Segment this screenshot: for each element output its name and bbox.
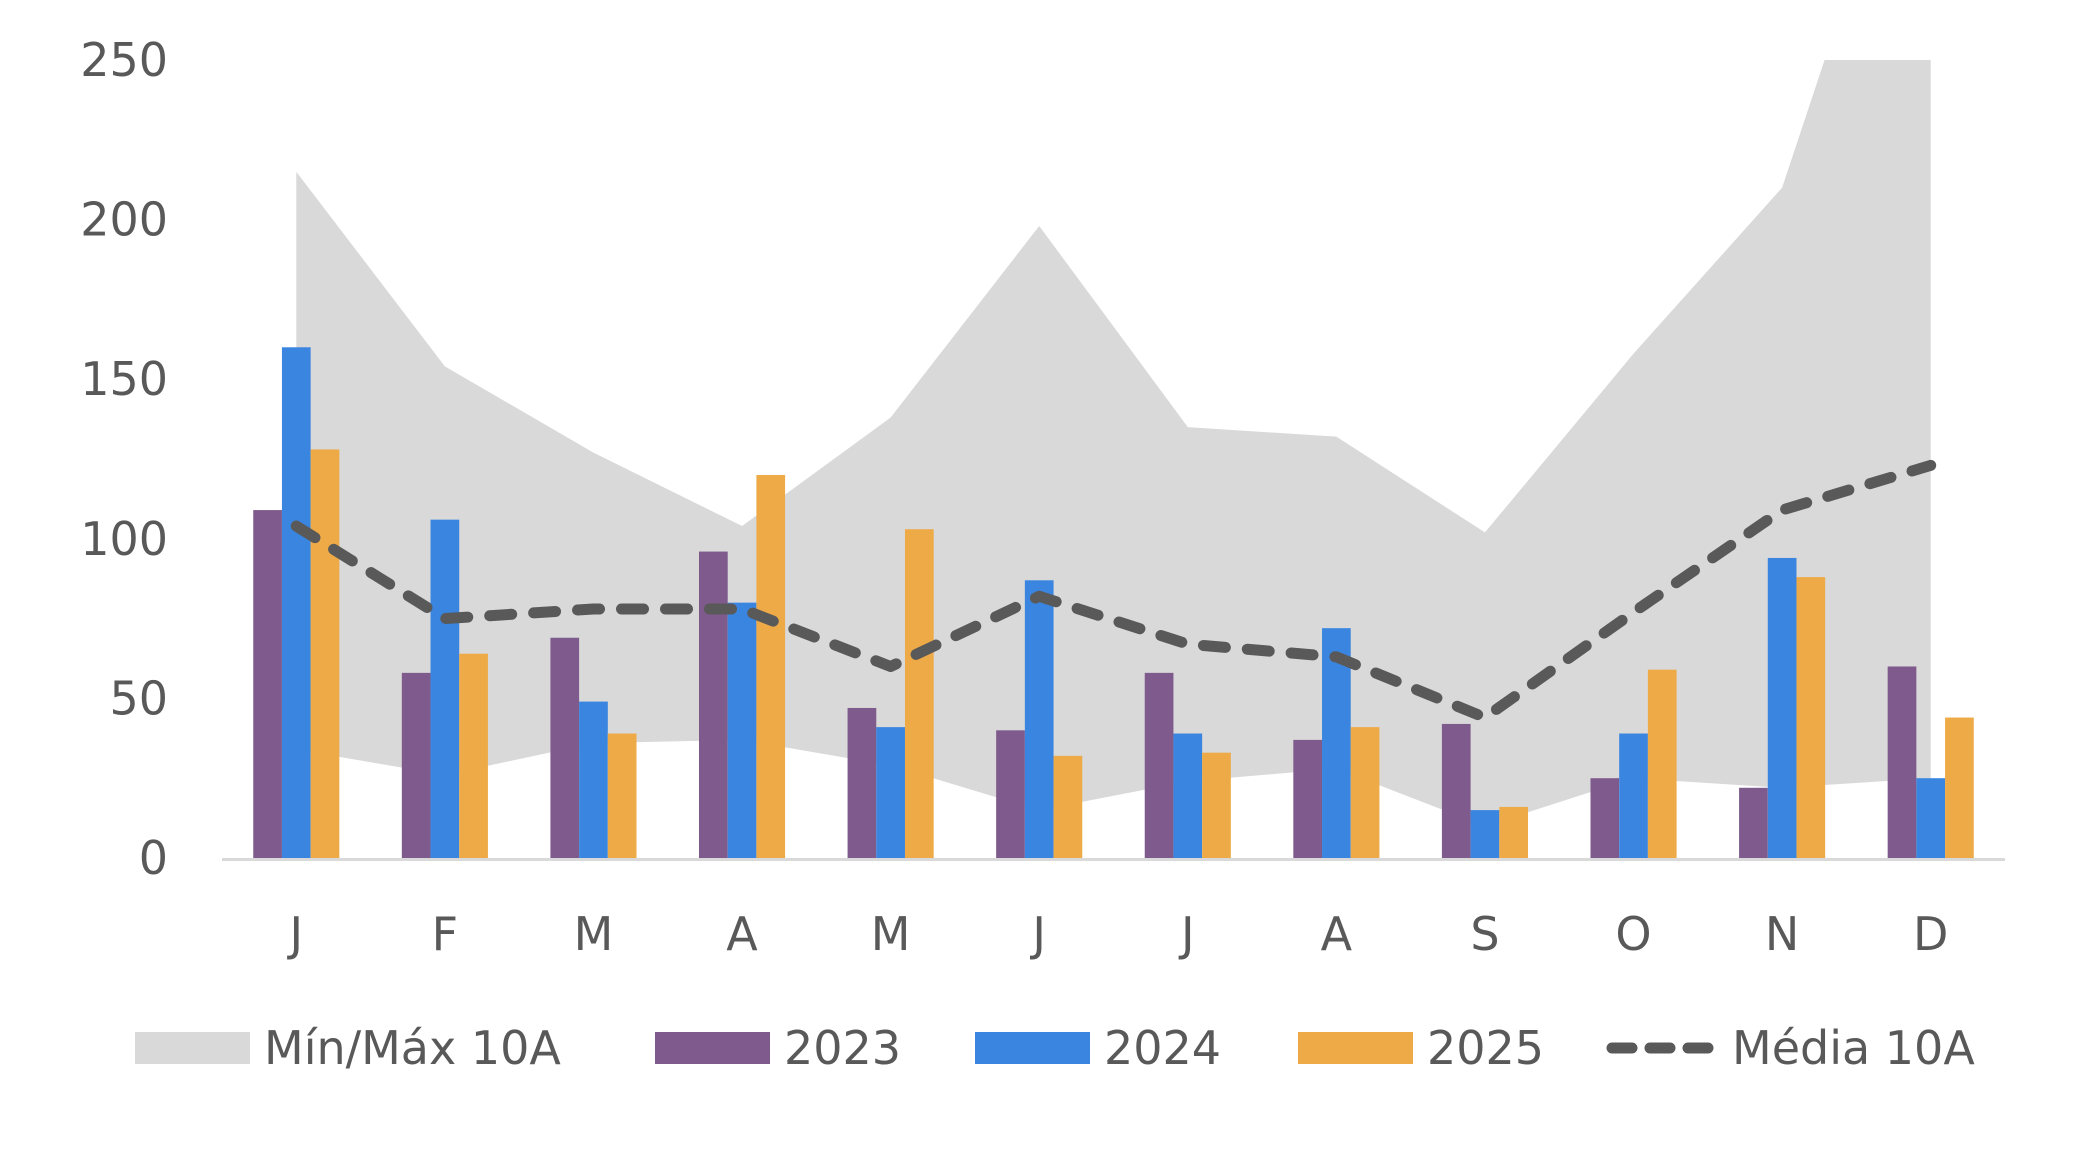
x-tick-label: A — [1321, 907, 1353, 961]
bar-2025-11 — [1945, 717, 1974, 858]
legend-swatch-2024 — [975, 1032, 1090, 1064]
bar-2024-6 — [1173, 733, 1203, 858]
bar-2023-7 — [1293, 739, 1323, 858]
legend-item-2023: 2023 — [655, 1018, 901, 1078]
x-tick-label: S — [1470, 907, 1499, 961]
legend-item-band: Mín/Máx 10A — [135, 1018, 561, 1078]
mean-line — [290, 459, 1937, 724]
chart: 0 50 100 150 200 250 J F M A M J J A S O N D — [80, 33, 2005, 961]
bar-2024-0 — [281, 347, 311, 858]
y-tick-label: 250 — [80, 33, 168, 87]
bar-2023-11 — [1887, 666, 1917, 858]
x-tick-label: A — [726, 907, 758, 961]
bar-2025-5 — [1053, 755, 1083, 858]
legend-label-2025: 2025 — [1427, 1021, 1545, 1075]
x-tick-label: D — [1913, 907, 1948, 961]
bar-2025-2 — [607, 733, 637, 858]
bar-2024-5 — [1024, 580, 1054, 858]
bar-2025-7 — [1350, 727, 1380, 858]
x-tick-label: F — [432, 907, 458, 961]
bar-2024-1 — [430, 519, 460, 858]
bar-2023-5 — [996, 730, 1025, 858]
bar-2024-3 — [727, 602, 757, 858]
legend-swatch-2025 — [1298, 1032, 1413, 1064]
bar-2025-4 — [904, 529, 934, 858]
bar-2025-8 — [1499, 806, 1529, 858]
bar-2023-4 — [847, 707, 877, 858]
x-tick-label: J — [1029, 907, 1046, 961]
y-tick-label: 150 — [80, 352, 168, 406]
bar-2025-0 — [310, 449, 340, 858]
bar-2023-2 — [550, 637, 580, 858]
bar-2025-6 — [1202, 752, 1231, 858]
bar-2023-0 — [253, 510, 282, 858]
legend-swatch-band — [135, 1032, 250, 1064]
bar-2024-4 — [876, 727, 905, 858]
x-tick-label: N — [1765, 907, 1799, 961]
y-tick-label: 0 — [139, 831, 168, 885]
y-tick-label: 50 — [109, 671, 168, 725]
legend-swatch-2023 — [655, 1032, 770, 1064]
legend-label-band: Mín/Máx 10A — [264, 1021, 561, 1075]
bar-2025-10 — [1796, 577, 1826, 858]
bar-2023-1 — [401, 672, 431, 858]
legend-item-2024: 2024 — [975, 1018, 1221, 1078]
bar-2023-10 — [1739, 787, 1768, 858]
legend: Mín/Máx 10A 2023 2024 2025 Média 10A — [0, 1018, 2078, 1078]
legend-swatch-mean — [1606, 1042, 1718, 1054]
bar-2023-6 — [1144, 672, 1174, 858]
legend-label-2024: 2024 — [1104, 1021, 1222, 1075]
legend-item-mean: Média 10A — [1606, 1018, 1975, 1078]
min-max-band — [296, 60, 1931, 827]
bar-2025-3 — [756, 474, 786, 858]
legend-item-2025: 2025 — [1298, 1018, 1544, 1078]
bar-2023-8 — [1441, 723, 1471, 858]
bar-2023-3 — [698, 551, 728, 858]
bar-2023-9 — [1590, 778, 1620, 858]
x-tick-label: O — [1615, 907, 1651, 961]
legend-label-mean: Média 10A — [1732, 1021, 1975, 1075]
x-tick-label: J — [287, 907, 304, 961]
x-tick-label: J — [1178, 907, 1195, 961]
bar-2025-9 — [1647, 669, 1677, 858]
bar-2024-9 — [1619, 733, 1648, 858]
y-tick-label: 200 — [80, 193, 168, 247]
bar-2024-8 — [1470, 810, 1500, 858]
x-tick-label: M — [871, 907, 911, 961]
legend-label-2023: 2023 — [784, 1021, 902, 1075]
x-tick-label: M — [574, 907, 614, 961]
bar-2025-1 — [459, 653, 488, 858]
bar-2024-10 — [1767, 557, 1797, 858]
bar-2024-2 — [579, 701, 608, 858]
bar-2024-11 — [1916, 778, 1946, 858]
y-tick-label: 100 — [80, 512, 168, 566]
